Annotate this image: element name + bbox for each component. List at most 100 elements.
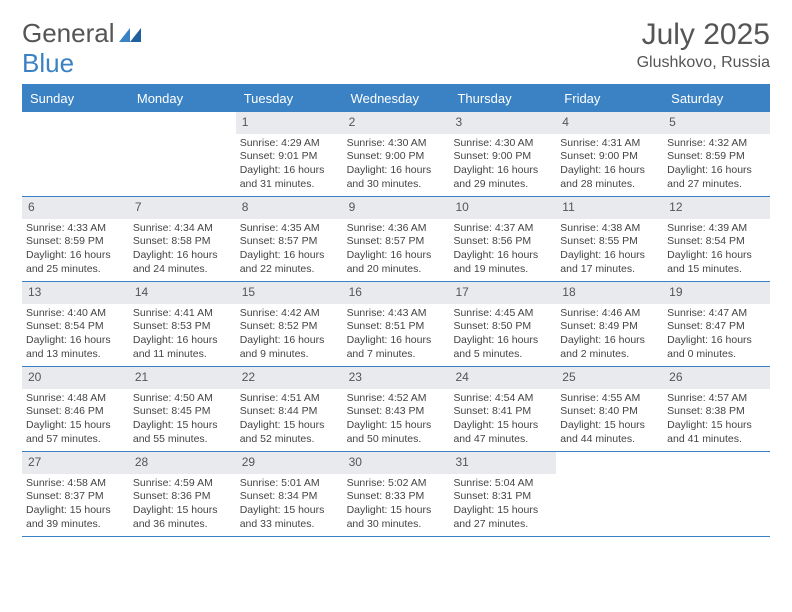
calendar: SundayMondayTuesdayWednesdayThursdayFrid… [22, 84, 770, 537]
day-cell: 27Sunrise: 4:58 AMSunset: 8:37 PMDayligh… [22, 452, 129, 536]
day-number: 3 [449, 112, 556, 134]
daylight-text: Daylight: 15 hours and 50 minutes. [347, 419, 446, 446]
day-number: 13 [22, 282, 129, 304]
day-body: Sunrise: 4:41 AMSunset: 8:53 PMDaylight:… [129, 304, 236, 366]
day-header: Sunday [22, 86, 129, 112]
day-body: Sunrise: 4:37 AMSunset: 8:56 PMDaylight:… [449, 219, 556, 281]
weeks-container: 1Sunrise: 4:29 AMSunset: 9:01 PMDaylight… [22, 112, 770, 537]
daylight-text: Daylight: 16 hours and 29 minutes. [453, 164, 552, 191]
daylight-text: Daylight: 15 hours and 47 minutes. [453, 419, 552, 446]
daylight-text: Daylight: 15 hours and 55 minutes. [133, 419, 232, 446]
week-row: 27Sunrise: 4:58 AMSunset: 8:37 PMDayligh… [22, 452, 770, 537]
logo-text-blue: Blue [22, 48, 74, 78]
sunset-text: Sunset: 8:56 PM [453, 235, 552, 249]
day-body: Sunrise: 4:52 AMSunset: 8:43 PMDaylight:… [343, 389, 450, 451]
day-body: Sunrise: 4:46 AMSunset: 8:49 PMDaylight:… [556, 304, 663, 366]
sunset-text: Sunset: 9:01 PM [240, 150, 339, 164]
daylight-text: Daylight: 16 hours and 20 minutes. [347, 249, 446, 276]
sunset-text: Sunset: 9:00 PM [453, 150, 552, 164]
sunset-text: Sunset: 8:34 PM [240, 490, 339, 504]
sunset-text: Sunset: 8:54 PM [667, 235, 766, 249]
day-body: Sunrise: 4:48 AMSunset: 8:46 PMDaylight:… [22, 389, 129, 451]
sunset-text: Sunset: 8:53 PM [133, 320, 232, 334]
sunset-text: Sunset: 8:33 PM [347, 490, 446, 504]
day-cell: 29Sunrise: 5:01 AMSunset: 8:34 PMDayligh… [236, 452, 343, 536]
day-cell: 24Sunrise: 4:54 AMSunset: 8:41 PMDayligh… [449, 367, 556, 451]
day-cell: 1Sunrise: 4:29 AMSunset: 9:01 PMDaylight… [236, 112, 343, 196]
sunrise-text: Sunrise: 4:35 AM [240, 222, 339, 236]
week-row: 20Sunrise: 4:48 AMSunset: 8:46 PMDayligh… [22, 367, 770, 452]
day-body: Sunrise: 4:33 AMSunset: 8:59 PMDaylight:… [22, 219, 129, 281]
day-cell: 19Sunrise: 4:47 AMSunset: 8:47 PMDayligh… [663, 282, 770, 366]
daylight-text: Daylight: 15 hours and 33 minutes. [240, 504, 339, 531]
sunrise-text: Sunrise: 5:01 AM [240, 477, 339, 491]
sunrise-text: Sunrise: 4:30 AM [453, 137, 552, 151]
day-number: 5 [663, 112, 770, 134]
day-body: Sunrise: 4:42 AMSunset: 8:52 PMDaylight:… [236, 304, 343, 366]
day-body: Sunrise: 4:50 AMSunset: 8:45 PMDaylight:… [129, 389, 236, 451]
day-number: 15 [236, 282, 343, 304]
day-body: Sunrise: 4:54 AMSunset: 8:41 PMDaylight:… [449, 389, 556, 451]
sunset-text: Sunset: 8:47 PM [667, 320, 766, 334]
daylight-text: Daylight: 16 hours and 7 minutes. [347, 334, 446, 361]
day-cell [22, 112, 129, 196]
daylight-text: Daylight: 15 hours and 44 minutes. [560, 419, 659, 446]
day-cell [663, 452, 770, 536]
daylight-text: Daylight: 15 hours and 41 minutes. [667, 419, 766, 446]
day-cell: 16Sunrise: 4:43 AMSunset: 8:51 PMDayligh… [343, 282, 450, 366]
title-block: July 2025 Glushkovo, Russia [637, 18, 770, 72]
sunset-text: Sunset: 9:00 PM [347, 150, 446, 164]
day-number: 20 [22, 367, 129, 389]
logo-mark-icon [119, 26, 141, 47]
daylight-text: Daylight: 15 hours and 36 minutes. [133, 504, 232, 531]
sunrise-text: Sunrise: 4:52 AM [347, 392, 446, 406]
sunset-text: Sunset: 9:00 PM [560, 150, 659, 164]
day-number: 2 [343, 112, 450, 134]
day-body: Sunrise: 4:51 AMSunset: 8:44 PMDaylight:… [236, 389, 343, 451]
daylight-text: Daylight: 16 hours and 11 minutes. [133, 334, 232, 361]
sunset-text: Sunset: 8:40 PM [560, 405, 659, 419]
day-number: 8 [236, 197, 343, 219]
day-body: Sunrise: 5:01 AMSunset: 8:34 PMDaylight:… [236, 474, 343, 536]
day-number: 7 [129, 197, 236, 219]
sunset-text: Sunset: 8:41 PM [453, 405, 552, 419]
sunrise-text: Sunrise: 5:04 AM [453, 477, 552, 491]
day-body: Sunrise: 4:58 AMSunset: 8:37 PMDaylight:… [22, 474, 129, 536]
sunrise-text: Sunrise: 4:34 AM [133, 222, 232, 236]
day-cell: 13Sunrise: 4:40 AMSunset: 8:54 PMDayligh… [22, 282, 129, 366]
day-number: 11 [556, 197, 663, 219]
day-number: 22 [236, 367, 343, 389]
day-cell: 8Sunrise: 4:35 AMSunset: 8:57 PMDaylight… [236, 197, 343, 281]
day-header: Wednesday [343, 86, 450, 112]
day-body: Sunrise: 4:34 AMSunset: 8:58 PMDaylight:… [129, 219, 236, 281]
day-body: Sunrise: 4:57 AMSunset: 8:38 PMDaylight:… [663, 389, 770, 451]
daylight-text: Daylight: 16 hours and 24 minutes. [133, 249, 232, 276]
day-cell: 17Sunrise: 4:45 AMSunset: 8:50 PMDayligh… [449, 282, 556, 366]
day-cell [129, 112, 236, 196]
sunset-text: Sunset: 8:37 PM [26, 490, 125, 504]
day-number: 16 [343, 282, 450, 304]
daylight-text: Daylight: 15 hours and 39 minutes. [26, 504, 125, 531]
day-cell: 15Sunrise: 4:42 AMSunset: 8:52 PMDayligh… [236, 282, 343, 366]
daylight-text: Daylight: 16 hours and 2 minutes. [560, 334, 659, 361]
day-number: 24 [449, 367, 556, 389]
day-body: Sunrise: 4:43 AMSunset: 8:51 PMDaylight:… [343, 304, 450, 366]
day-number: 25 [556, 367, 663, 389]
day-cell: 26Sunrise: 4:57 AMSunset: 8:38 PMDayligh… [663, 367, 770, 451]
day-cell: 5Sunrise: 4:32 AMSunset: 8:59 PMDaylight… [663, 112, 770, 196]
logo: General [22, 18, 143, 49]
day-number: 14 [129, 282, 236, 304]
day-cell: 2Sunrise: 4:30 AMSunset: 9:00 PMDaylight… [343, 112, 450, 196]
day-header: Friday [556, 86, 663, 112]
sunrise-text: Sunrise: 4:37 AM [453, 222, 552, 236]
day-cell: 14Sunrise: 4:41 AMSunset: 8:53 PMDayligh… [129, 282, 236, 366]
daylight-text: Daylight: 16 hours and 31 minutes. [240, 164, 339, 191]
sunrise-text: Sunrise: 4:58 AM [26, 477, 125, 491]
week-row: 13Sunrise: 4:40 AMSunset: 8:54 PMDayligh… [22, 282, 770, 367]
sunrise-text: Sunrise: 4:33 AM [26, 222, 125, 236]
day-number: 21 [129, 367, 236, 389]
sunset-text: Sunset: 8:55 PM [560, 235, 659, 249]
day-cell: 21Sunrise: 4:50 AMSunset: 8:45 PMDayligh… [129, 367, 236, 451]
sunset-text: Sunset: 8:43 PM [347, 405, 446, 419]
day-body: Sunrise: 4:55 AMSunset: 8:40 PMDaylight:… [556, 389, 663, 451]
